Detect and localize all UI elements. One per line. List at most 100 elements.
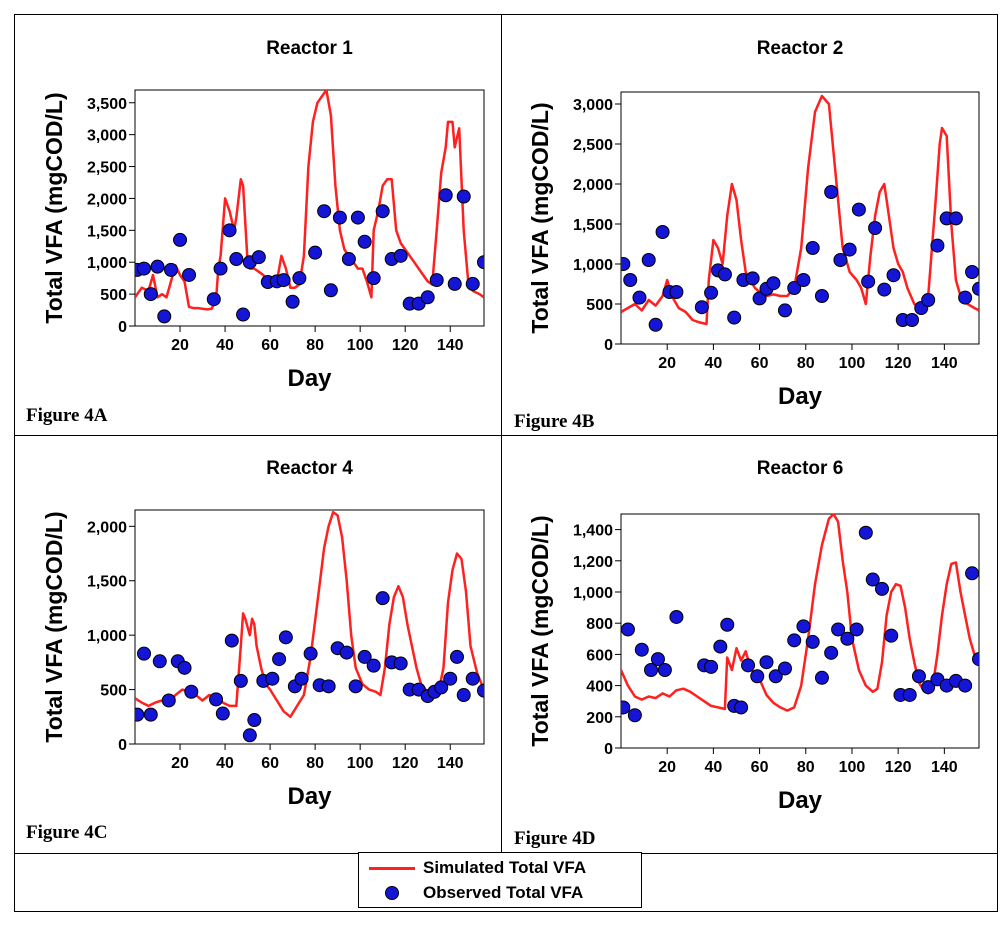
- observed-point: [393, 248, 408, 263]
- x-tick-label: 80: [797, 355, 815, 372]
- observed-point: [669, 609, 684, 624]
- chart-svg: Reactor 2 0 500 1,000 1,500 2,000 2,500 3,000 20…: [527, 38, 980, 410]
- observed-point: [865, 572, 880, 587]
- y-axis-label: Total VFA (mgCOD/L): [527, 515, 553, 746]
- y-axis-label: Total VFA (mgCOD/L): [41, 92, 67, 323]
- observed-point: [861, 274, 876, 289]
- figure-label-4b: Figure 4B: [514, 411, 595, 432]
- x-tick-label: 100: [839, 355, 866, 372]
- observed-point: [465, 276, 480, 291]
- observed-point: [657, 663, 672, 677]
- y-tick-label: 1,000: [87, 255, 127, 272]
- y-axis-label: Total VFA (mgCOD/L): [41, 511, 67, 742]
- observed-point: [236, 307, 251, 322]
- observed-point: [272, 652, 287, 667]
- observed-point: [868, 221, 883, 235]
- observed-point: [429, 273, 444, 288]
- observed-point: [768, 669, 783, 684]
- chart-reactor-2: Reactor 2 0 500 1,000 1,500 2,000 2,500 3,000 20…: [500, 14, 998, 434]
- observed-point: [247, 713, 262, 728]
- observed-point: [152, 654, 167, 669]
- y-tick-label: 500: [100, 287, 127, 304]
- observed-point: [339, 645, 354, 660]
- observed-point: [632, 290, 647, 305]
- observed-point: [375, 591, 390, 606]
- observed-point: [717, 267, 732, 282]
- y-tick-label: 1,000: [573, 257, 613, 274]
- simulated-series-line: [135, 90, 484, 311]
- observed-point: [930, 238, 945, 253]
- x-tick-label: 120: [885, 759, 912, 776]
- chart-reactor-6: Reactor 6 0 200 400 600 800 1,000 1,200 1,400 20 4…: [500, 434, 998, 852]
- observed-point: [655, 225, 670, 239]
- y-tick-label: 2,500: [87, 160, 127, 177]
- observed-point: [669, 285, 684, 299]
- y-tick-label: 500: [586, 297, 613, 314]
- observed-point: [357, 234, 372, 249]
- x-tick-label: 60: [261, 337, 279, 354]
- observed-point: [874, 581, 889, 596]
- observed-point: [842, 242, 857, 257]
- observed-point: [366, 271, 381, 286]
- observed-point: [438, 188, 453, 203]
- observed-point: [465, 671, 480, 686]
- observed-point: [157, 309, 172, 324]
- legend: Simulated Total VFA Observed Total VFA: [358, 852, 642, 908]
- observed-point: [294, 671, 309, 686]
- observed-point: [182, 267, 197, 282]
- observed-point: [805, 634, 820, 649]
- x-tick-label: 80: [306, 755, 324, 772]
- x-tick-label: 40: [216, 337, 234, 354]
- chart-title: Reactor 2: [757, 38, 844, 59]
- chart-title: Reactor 1: [266, 38, 353, 59]
- observed-point: [814, 670, 829, 685]
- observed-point: [805, 241, 820, 255]
- legend-item-observed: Observed Total VFA: [359, 881, 641, 905]
- observed-point: [477, 683, 484, 698]
- y-tick-label: 3,500: [87, 96, 127, 113]
- observed-point: [184, 684, 199, 699]
- y-tick-label: 0: [118, 319, 127, 336]
- observed-point: [965, 265, 979, 279]
- observed-point: [831, 622, 846, 637]
- x-axis-label: Day: [778, 383, 823, 410]
- y-tick-label: 0: [118, 737, 127, 754]
- observed-point: [759, 655, 774, 670]
- observed-point: [902, 687, 917, 702]
- observed-point: [621, 700, 631, 715]
- observed-point: [161, 693, 176, 708]
- y-tick-label: 1,000: [87, 628, 127, 645]
- x-axis-label: Day: [287, 365, 332, 392]
- figure-label-4a: Figure 4A: [26, 405, 108, 426]
- observed-point: [276, 273, 291, 288]
- observed-point: [317, 204, 332, 219]
- chart-title: Reactor 4: [266, 458, 353, 479]
- observed-point: [948, 211, 963, 226]
- observed-point: [858, 525, 873, 540]
- observed-point: [621, 257, 631, 271]
- observed-point: [741, 658, 756, 673]
- observed-point: [750, 669, 765, 684]
- chart-title: Reactor 6: [757, 458, 844, 479]
- grid-divider-middle: [15, 435, 997, 436]
- observed-point: [321, 679, 336, 694]
- observed-point: [137, 646, 152, 661]
- observed-point: [796, 273, 811, 287]
- x-tick-label: 100: [347, 337, 374, 354]
- observed-point: [477, 255, 484, 270]
- y-tick-label: 0: [604, 741, 613, 758]
- observed-point: [285, 294, 300, 309]
- y-tick-label: 2,000: [87, 191, 127, 208]
- observed-point: [972, 281, 979, 296]
- chart-reactor-4: Reactor 4 0 500 1,000 1,500 2,000 20 40 60 80 100 1…: [14, 434, 500, 852]
- observed-point: [644, 663, 659, 677]
- x-tick-label: 80: [306, 337, 324, 354]
- x-tick-label: 20: [171, 755, 189, 772]
- x-tick-label: 140: [437, 755, 464, 772]
- chart-svg: Reactor 4 0 500 1,000 1,500 2,000 20 40 60 80 100 1…: [41, 458, 485, 810]
- observed-point: [787, 633, 802, 648]
- x-tick-label: 60: [751, 355, 769, 372]
- y-tick-label: 1,200: [573, 554, 613, 571]
- plot-data: [621, 94, 979, 332]
- observed-point: [777, 303, 792, 318]
